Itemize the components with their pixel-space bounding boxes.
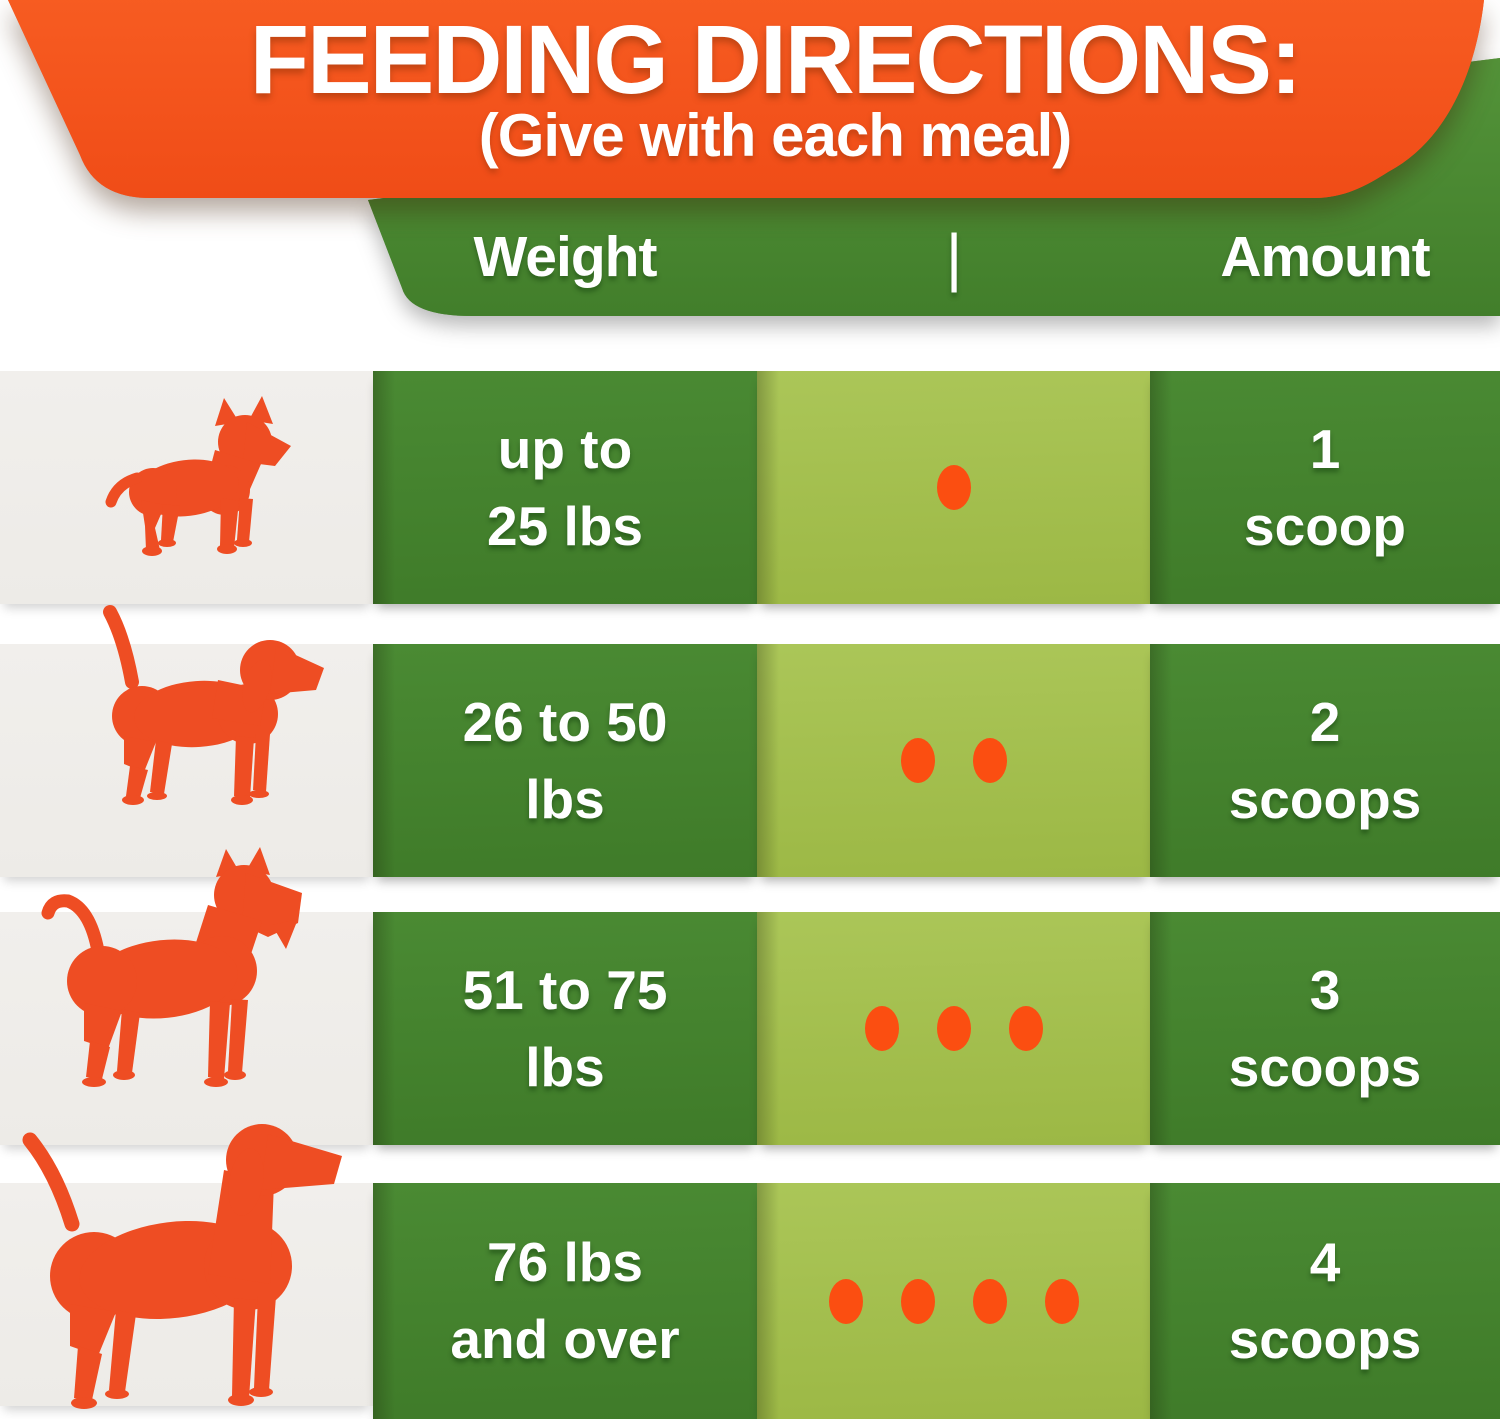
weight-value: 26 to 50 lbs xyxy=(462,690,668,830)
title-banner xyxy=(8,0,1484,198)
table-row: 26 to 50 lbs 2 scoops xyxy=(0,644,1500,877)
scoop-dot-icon xyxy=(900,738,935,783)
column-header-divider: | xyxy=(945,221,963,293)
scoop-dots xyxy=(810,1278,1098,1324)
amount-cell: 4 scoops xyxy=(1150,1183,1500,1419)
weight-cell: 76 lbs and over xyxy=(373,1183,757,1419)
scoop-dot-icon xyxy=(936,1006,971,1051)
column-header-weight: Weight xyxy=(473,225,658,289)
scoop-dots-cell xyxy=(757,1183,1150,1419)
amount-cell: 2 scoops xyxy=(1150,644,1500,877)
weight-value: up to 25 lbs xyxy=(487,417,643,557)
x-small-dog-icon xyxy=(105,396,291,556)
table-row: 76 lbs and over 4 scoops xyxy=(0,1183,1500,1419)
scoop-dot-icon xyxy=(1044,1278,1079,1324)
page-title: FEEDING DIRECTIONS: xyxy=(249,5,1303,114)
scoop-dots-cell xyxy=(757,912,1150,1145)
scoop-dots xyxy=(918,465,990,510)
weight-cell: up to 25 lbs xyxy=(373,371,757,604)
page-subtitle: (Give with each meal) xyxy=(478,102,1073,169)
weight-value: 76 lbs and over xyxy=(450,1231,680,1370)
scoop-dot-icon xyxy=(1008,1006,1043,1051)
small-dog-icon xyxy=(103,605,324,805)
scoop-dot-icon xyxy=(900,1278,935,1324)
scoop-dots xyxy=(846,1006,1062,1051)
amount-cell: 3 scoops xyxy=(1150,912,1500,1145)
amount-cell: 1 scoop xyxy=(1150,371,1500,604)
amount-value: 3 scoops xyxy=(1228,958,1422,1098)
scoop-dots-cell xyxy=(757,644,1150,877)
scoop-dot-icon xyxy=(936,465,971,510)
large-dog-icon xyxy=(22,1124,342,1409)
scoop-dots xyxy=(882,738,1026,783)
column-header-amount: Amount xyxy=(1220,225,1430,289)
medium-dog-icon xyxy=(41,847,302,1087)
amount-value: 2 scoops xyxy=(1228,690,1422,830)
amount-value: 4 scoops xyxy=(1228,1231,1422,1370)
scoop-dot-icon xyxy=(972,738,1007,783)
scoop-dot-icon xyxy=(972,1278,1007,1324)
weight-cell: 26 to 50 lbs xyxy=(373,644,757,877)
scoop-dot-icon xyxy=(864,1006,899,1051)
table-row: up to 25 lbs 1 scoop xyxy=(0,371,1500,604)
table-row: 51 to 75 lbs 3 scoops xyxy=(0,912,1500,1145)
amount-value: 1 scoop xyxy=(1244,417,1406,557)
weight-value: 51 to 75 lbs xyxy=(462,958,668,1098)
scoop-dot-icon xyxy=(828,1278,863,1324)
scoop-dots-cell xyxy=(757,371,1150,604)
weight-cell: 51 to 75 lbs xyxy=(373,912,757,1145)
